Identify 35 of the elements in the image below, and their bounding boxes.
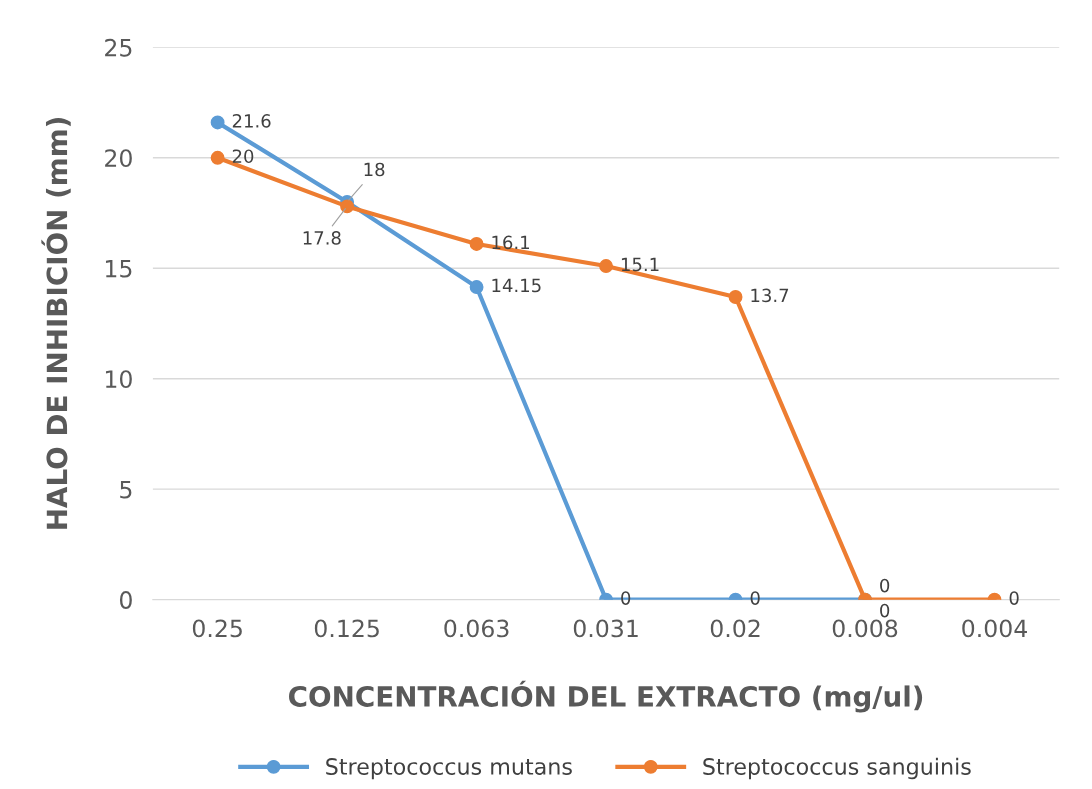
- point: [340, 199, 355, 214]
- point: [469, 280, 484, 294]
- data-label: 14.15: [492, 278, 541, 293]
- data-label: 0: [1009, 591, 1019, 605]
- x-tick-label: 0.25: [192, 619, 242, 638]
- legend-label: Streptococcus mutans: [326, 758, 572, 780]
- point: [469, 237, 484, 251]
- data-label: 18: [364, 162, 385, 177]
- y-tick-label: 5: [120, 480, 132, 499]
- point: [599, 259, 614, 273]
- point: [210, 115, 225, 130]
- data-label: 0: [880, 603, 890, 618]
- x-tick-label: 0.004: [962, 619, 1027, 638]
- x-tick-label: 0.063: [444, 619, 509, 638]
- data-label: 20: [232, 149, 254, 164]
- data-label: 21.6: [232, 114, 271, 128]
- point: [210, 150, 225, 165]
- x-tick-label: 0.02: [710, 619, 760, 638]
- y-tick-label: 25: [105, 38, 132, 57]
- data-label: 15.1: [621, 257, 659, 272]
- x-tick-label: 0.125: [314, 619, 379, 638]
- x-tick-label: 0.008: [832, 619, 898, 638]
- y-axis-title: HALO DE INHIBICIÓN (mm): [41, 118, 71, 529]
- y-tick-label: 0: [119, 591, 132, 609]
- legend-label: Streptococcus sanguinis: [703, 757, 971, 780]
- y-tick-label: 10: [105, 370, 132, 389]
- x-axis-title: CONCENTRACIÓN DEL EXTRACTO (mg/ul): [289, 680, 923, 713]
- x-tick-label: 0.031: [573, 619, 638, 638]
- data-label: 17.8: [303, 231, 341, 245]
- data-label: 0: [880, 578, 890, 593]
- y-tick-label: 20: [105, 149, 132, 168]
- data-label: 16.1: [492, 235, 529, 250]
- y-tick-label: 15: [105, 260, 132, 278]
- point: [728, 290, 743, 304]
- data-label: 13.7: [751, 288, 789, 303]
